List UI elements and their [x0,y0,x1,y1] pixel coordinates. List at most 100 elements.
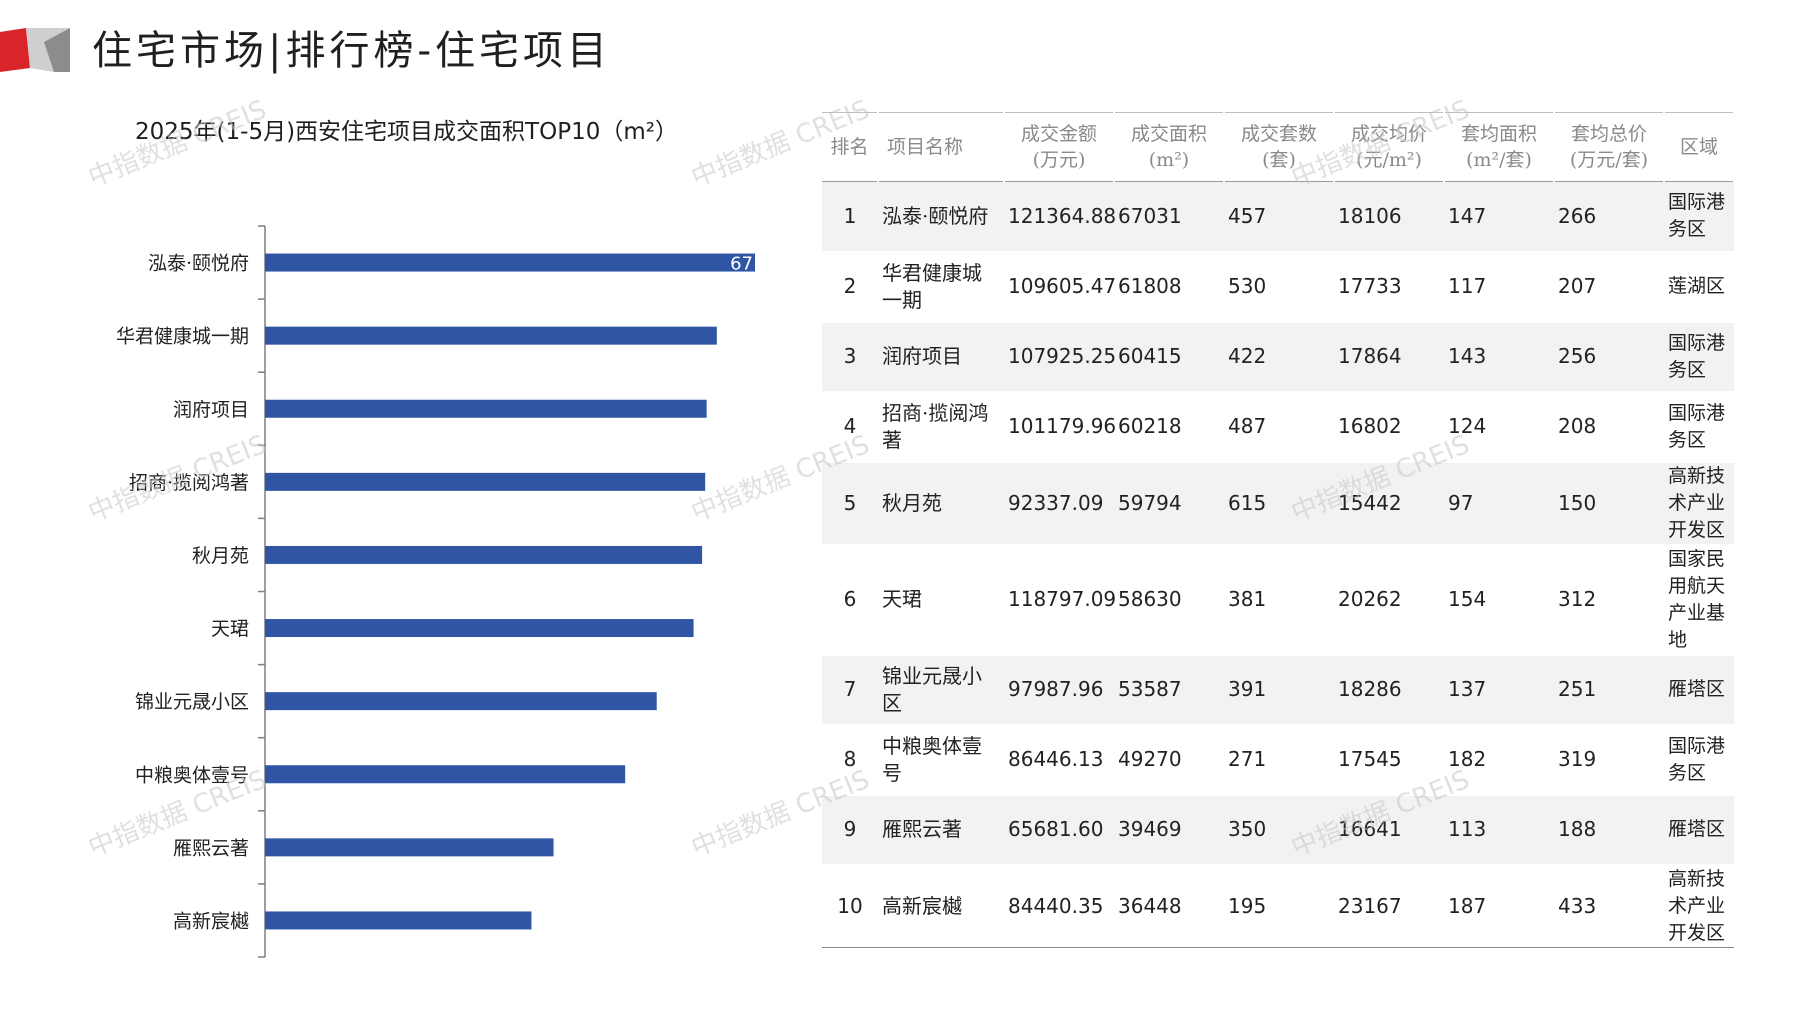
column-header-unit: (元/m²) [1356,149,1422,171]
avg-total-cell: 150 [1554,461,1664,546]
avg-total-cell: 251 [1554,654,1664,726]
column-header-unit: (套) [1262,149,1296,171]
column-header: 排名 [822,112,879,182]
rank-cell: 9 [822,794,878,866]
rank-cell: 4 [822,391,878,463]
avg-area-cell: 97 [1444,461,1554,546]
avg-area-cell: 113 [1444,794,1554,866]
table-row: 8 中粮奥体壹号 86446.13 49270 271 17545 182 319 国际港务区 [822,724,1734,796]
category-label: 泓泰·颐悦府 [148,253,249,275]
category-label: 秋月苑 [192,545,249,567]
avg-total-cell: 256 [1554,321,1664,393]
units-cell: 422 [1224,321,1334,393]
project-name-cell: 中粮奥体壹号 [878,724,1004,796]
project-name-cell: 高新宸樾 [878,864,1004,948]
category-label: 高新宸樾 [173,910,249,932]
rank-cell: 8 [822,724,878,796]
rank-cell: 3 [822,321,878,393]
district-cell: 高新技术产业开发区 [1664,461,1734,546]
bar [265,545,703,564]
avg-total-cell: 433 [1554,864,1664,948]
table-header-row: 排名 项目名称 成交金额 (万元) 成交面积 (m²) 成交套数 (套) 成交均价 (元/m²) 套… [822,112,1735,182]
price-cell: 23167 [1334,864,1444,948]
units-cell: 381 [1224,544,1334,656]
area-cell: 61808 [1114,251,1224,323]
column-header-label: 套均总价 [1570,123,1647,145]
project-name-cell: 秋月苑 [878,461,1004,546]
column-header: 成交套数 (套) [1224,112,1335,182]
chart-title: 2025年(1-5月)西安住宅项目成交面积TOP10（m²） [135,119,678,145]
district-cell: 莲湖区 [1664,251,1734,323]
table-row: 3 润府项目 107925.25 60415 422 17864 143 256 国际港务区 [822,321,1734,393]
area-cell: 67031 [1114,181,1224,253]
price-cell: 20262 [1334,544,1444,656]
units-cell: 615 [1224,461,1334,546]
column-header-label: 成交均价 [1350,123,1427,145]
area-cell: 60218 [1114,391,1224,463]
avg-area-cell: 187 [1444,864,1554,948]
avg-total-cell: 312 [1554,544,1664,656]
units-cell: 391 [1224,654,1334,726]
units-cell: 350 [1224,794,1334,866]
rank-cell: 2 [822,251,878,323]
units-cell: 457 [1224,181,1334,253]
area-cell: 58630 [1114,544,1224,656]
amount-cell: 118797.09 [1004,544,1116,656]
table-row: 7 锦业元晟小区 97987.96 53587 391 18286 137 251 雁塔区 [822,654,1734,726]
page-title: 住宅市场|排行榜-住宅项目 [92,28,611,74]
amount-cell: 84440.35 [1004,864,1114,948]
amount-cell: 92337.09 [1004,461,1114,546]
column-header: 成交面积 (m²) [1114,112,1225,182]
column-header-unit: (万元) [1032,149,1086,171]
amount-cell: 121364.88 [1004,181,1116,253]
area-cell: 60415 [1114,321,1224,393]
bar [265,765,626,784]
column-header-label: 成交套数 [1240,123,1317,145]
column-header: 项目名称 [878,112,1005,182]
amount-cell: 65681.60 [1004,794,1114,866]
column-header: 成交金额 (万元) [1004,112,1115,182]
rank-cell: 6 [822,544,878,656]
avg-total-cell: 207 [1554,251,1664,323]
bar [265,619,694,638]
project-name-cell: 天珺 [878,544,1004,656]
bar [265,692,657,711]
ranking-table: 排名 项目名称 成交金额 (万元) 成交面积 (m²) 成交套数 (套) 成交均价 (元/m²) 套… [822,112,1735,948]
rank-cell: 1 [822,181,878,253]
district-cell: 高新技术产业开发区 [1664,864,1734,948]
category-label: 润府项目 [173,399,249,421]
avg-area-cell: 182 [1444,724,1554,796]
price-cell: 16641 [1334,794,1444,866]
units-cell: 530 [1224,251,1334,323]
project-name-cell: 雁熙云著 [878,794,1004,866]
table-row: 2 华君健康城一期 109605.47 61808 530 17733 117 207 莲湖区 [822,251,1734,323]
column-header-label: 套均面积 [1460,123,1537,145]
price-cell: 17733 [1334,251,1444,323]
avg-area-cell: 143 [1444,321,1554,393]
column-header: 成交均价 (元/m²) [1334,112,1445,182]
price-cell: 17545 [1334,724,1444,796]
avg-total-cell: 208 [1554,391,1664,463]
rank-cell: 10 [822,864,878,948]
avg-total-cell: 188 [1554,794,1664,866]
column-header-label: 成交金额 [1020,123,1097,145]
units-cell: 195 [1224,864,1334,948]
bar [265,253,755,272]
project-name-cell: 锦业元晟小区 [878,654,1004,726]
avg-total-cell: 319 [1554,724,1664,796]
column-header-label: 项目名称 [887,136,964,158]
table-row: 1 泓泰·颐悦府 121364.88 67031 457 18106 147 266 国际港务区 [822,181,1734,253]
area-cell: 49270 [1114,724,1224,796]
avg-area-cell: 124 [1444,391,1554,463]
bar [265,838,554,857]
column-header-label: 排名 [830,136,869,158]
category-label: 锦业元晟小区 [135,691,249,713]
units-cell: 487 [1224,391,1334,463]
area-cell: 39469 [1114,794,1224,866]
category-label: 中粮奥体壹号 [135,764,249,786]
rank-cell: 7 [822,654,878,726]
bar [265,472,706,491]
bar [265,326,717,345]
avg-area-cell: 117 [1444,251,1554,323]
category-label: 招商·揽阅鸿著 [129,472,249,494]
